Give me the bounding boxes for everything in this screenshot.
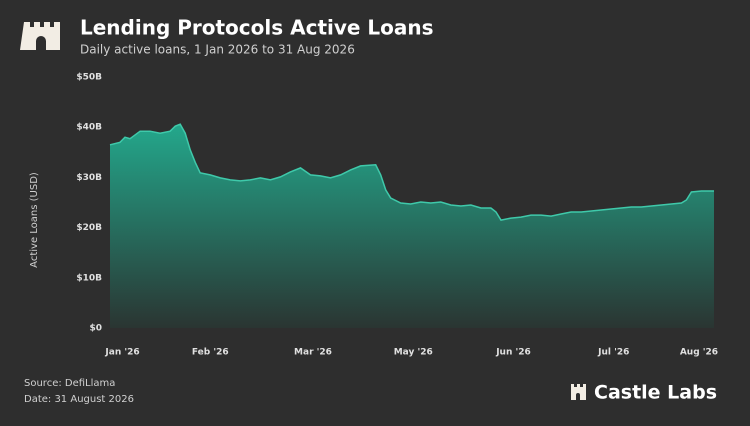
x-tick-label: Aug '26 [680, 348, 718, 358]
y-tick-label: $10B [76, 273, 102, 283]
castle-icon [20, 22, 60, 50]
x-tick-label: Feb '26 [192, 348, 229, 358]
chart-title: Lending Protocols Active Loans [80, 16, 434, 40]
brand-name: Castle Labs [594, 382, 717, 404]
x-tick-label: Jul '26 [597, 348, 629, 358]
y-tick-label: $50B [76, 73, 102, 83]
y-tick-label: $20B [76, 223, 102, 233]
date-note: Date: 31 August 2026 [24, 394, 134, 405]
y-tick-label: $0 [89, 324, 102, 334]
area-line [109, 123, 714, 221]
brand-icon [571, 384, 586, 400]
y-axis-label: Active Loans (USD) [29, 172, 40, 268]
x-tick-label: May '26 [394, 348, 433, 358]
source-note: Source: DefiLlama [24, 378, 115, 389]
x-tick-label: Mar '26 [294, 348, 332, 358]
x-tick-label: Jan '26 [104, 348, 139, 358]
chart-subtitle: Daily active loans, 1 Jan 2026 to 31 Aug… [80, 43, 355, 57]
y-tick-label: $40B [76, 123, 102, 133]
y-tick-label: $30B [76, 173, 102, 183]
x-tick-label: Jun '26 [495, 348, 531, 358]
area-fill [110, 124, 714, 328]
